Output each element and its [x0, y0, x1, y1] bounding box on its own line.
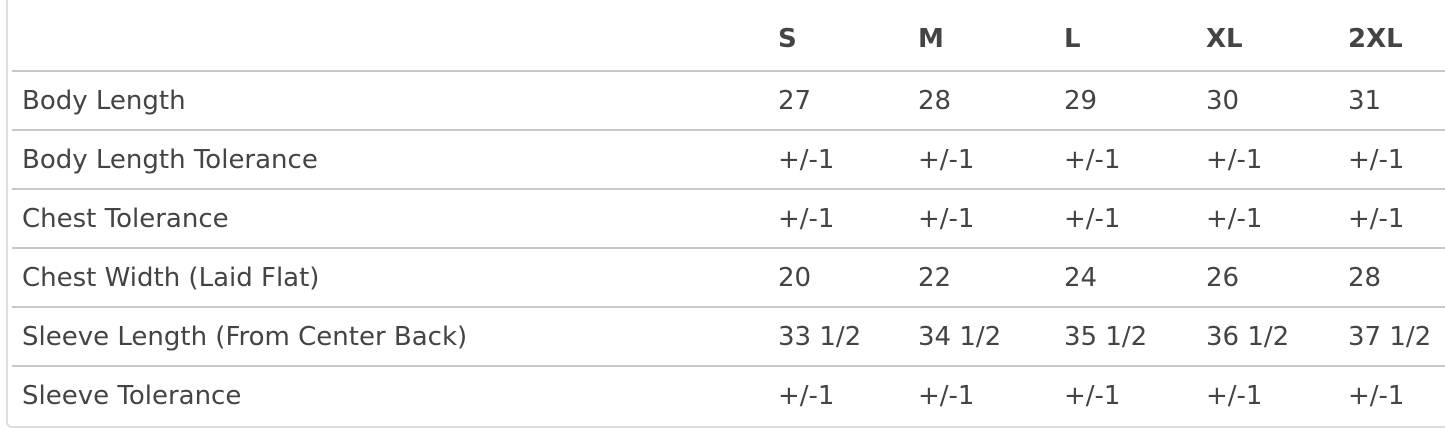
measurement-value: +/-1 [1064, 365, 1206, 424]
header-row: S M L XL 2XL [12, 0, 1445, 71]
measurement-label: Sleeve Length (From Center Back) [12, 306, 778, 366]
table-row: Body Length Tolerance +/-1 +/-1 +/-1 +/-1 +/-… [12, 129, 1445, 189]
measurement-value: 24 [1064, 247, 1206, 307]
size-header: M [918, 24, 944, 54]
label-header [12, 0, 778, 71]
measurement-value: 27 [778, 70, 918, 130]
measurement-label: Chest Tolerance [12, 188, 778, 248]
measurement-value: 22 [918, 247, 1064, 307]
measurement-value: 33 1/2 [778, 306, 918, 366]
measurement-value: +/-1 [1206, 129, 1348, 189]
size-header: XL [1206, 24, 1243, 54]
measurement-value: +/-1 [778, 365, 918, 424]
measurement-value: 35 1/2 [1064, 306, 1206, 366]
measurement-value: 36 1/2 [1206, 306, 1348, 366]
measurement-label: Chest Width (Laid Flat) [12, 247, 778, 307]
measurement-value: +/-1 [918, 188, 1064, 248]
measurement-value: 31 [1348, 70, 1445, 130]
measurement-value: +/-1 [1348, 188, 1445, 248]
measurement-value: +/-1 [1206, 365, 1348, 424]
measurement-label: Body Length [12, 70, 778, 130]
measurement-value: 34 1/2 [918, 306, 1064, 366]
measurement-value: +/-1 [918, 129, 1064, 189]
measurement-label: Body Length Tolerance [12, 129, 778, 189]
measurement-value: 28 [1348, 247, 1445, 307]
measurement-value: 20 [778, 247, 918, 307]
table-row: Body Length 27 28 29 30 31 [12, 70, 1445, 130]
table-row: Chest Width (Laid Flat) 20 22 24 26 28 [12, 247, 1445, 307]
measurement-value: 26 [1206, 247, 1348, 307]
measurement-value: +/-1 [1064, 129, 1206, 189]
measurement-label: Sleeve Tolerance [12, 365, 778, 424]
table-row: Chest Tolerance +/-1 +/-1 +/-1 +/-1 +/-1 [12, 188, 1445, 248]
size-header: 2XL [1348, 24, 1403, 54]
measurement-value: +/-1 [778, 129, 918, 189]
measurement-value: +/-1 [1348, 129, 1445, 189]
table-row: Sleeve Length (From Center Back) 33 1/2 34… [12, 306, 1445, 366]
measurement-value: 30 [1206, 70, 1348, 130]
measurement-value: +/-1 [778, 188, 918, 248]
measurement-value: 29 [1064, 70, 1206, 130]
measurement-value: +/-1 [1206, 188, 1348, 248]
measurement-value: 37 1/2 [1348, 306, 1445, 366]
size-chart-table: S M L XL 2XL Body Length 27 28 29 30 31 Body Lengt… [12, 0, 1445, 424]
measurement-value: 28 [918, 70, 1064, 130]
measurement-value: +/-1 [1064, 188, 1206, 248]
measurement-value: +/-1 [918, 365, 1064, 424]
table-row: Sleeve Tolerance +/-1 +/-1 +/-1 +/-1 +/-1 [12, 365, 1445, 424]
size-chart-container [6, 0, 1445, 428]
measurement-value: +/-1 [1348, 365, 1445, 424]
size-header: S [778, 24, 797, 54]
size-header: L [1064, 24, 1081, 54]
